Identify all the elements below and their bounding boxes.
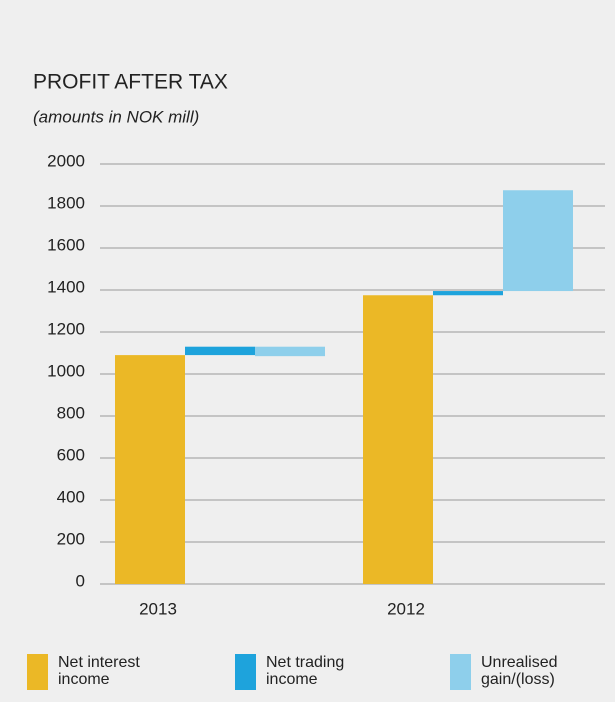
y-tick-label: 600 [57, 445, 85, 464]
y-tick-label: 0 [76, 571, 85, 590]
y-tick-label: 1400 [47, 277, 85, 296]
chart-title: PROFIT AFTER TAX [33, 71, 228, 94]
bar-segment [255, 346, 325, 357]
y-tick-label: 1800 [47, 193, 85, 212]
legend-item: Net interest income [27, 654, 173, 690]
y-tick-label: 1000 [47, 361, 85, 380]
legend-label: Net trading income [266, 654, 345, 688]
legend-item: Net trading income [235, 654, 381, 690]
y-tick-label: 1200 [47, 319, 85, 338]
bar-segment [185, 346, 255, 356]
y-tick-label: 400 [57, 487, 85, 506]
legend-swatch [235, 654, 256, 690]
legend-label: Net interest income [58, 654, 140, 688]
y-tick-label: 200 [57, 529, 85, 548]
legend-item: Unrealised gain/(loss) [450, 654, 571, 690]
legend-swatch [450, 654, 471, 690]
legend-label: Unrealised gain/(loss) [481, 654, 558, 688]
legend-swatch [27, 654, 48, 690]
bar-segment [363, 295, 433, 584]
y-tick-label: 800 [57, 403, 85, 422]
y-tick-label: 1600 [47, 235, 85, 254]
bar-segment [433, 291, 503, 296]
x-tick-label: 2012 [387, 599, 425, 618]
bar-segment [503, 190, 573, 292]
bar-segment [115, 355, 185, 584]
x-tick-label: 2013 [139, 599, 177, 618]
chart-subtitle: (amounts in NOK mill) [33, 107, 199, 126]
y-tick-label: 2000 [47, 151, 85, 170]
